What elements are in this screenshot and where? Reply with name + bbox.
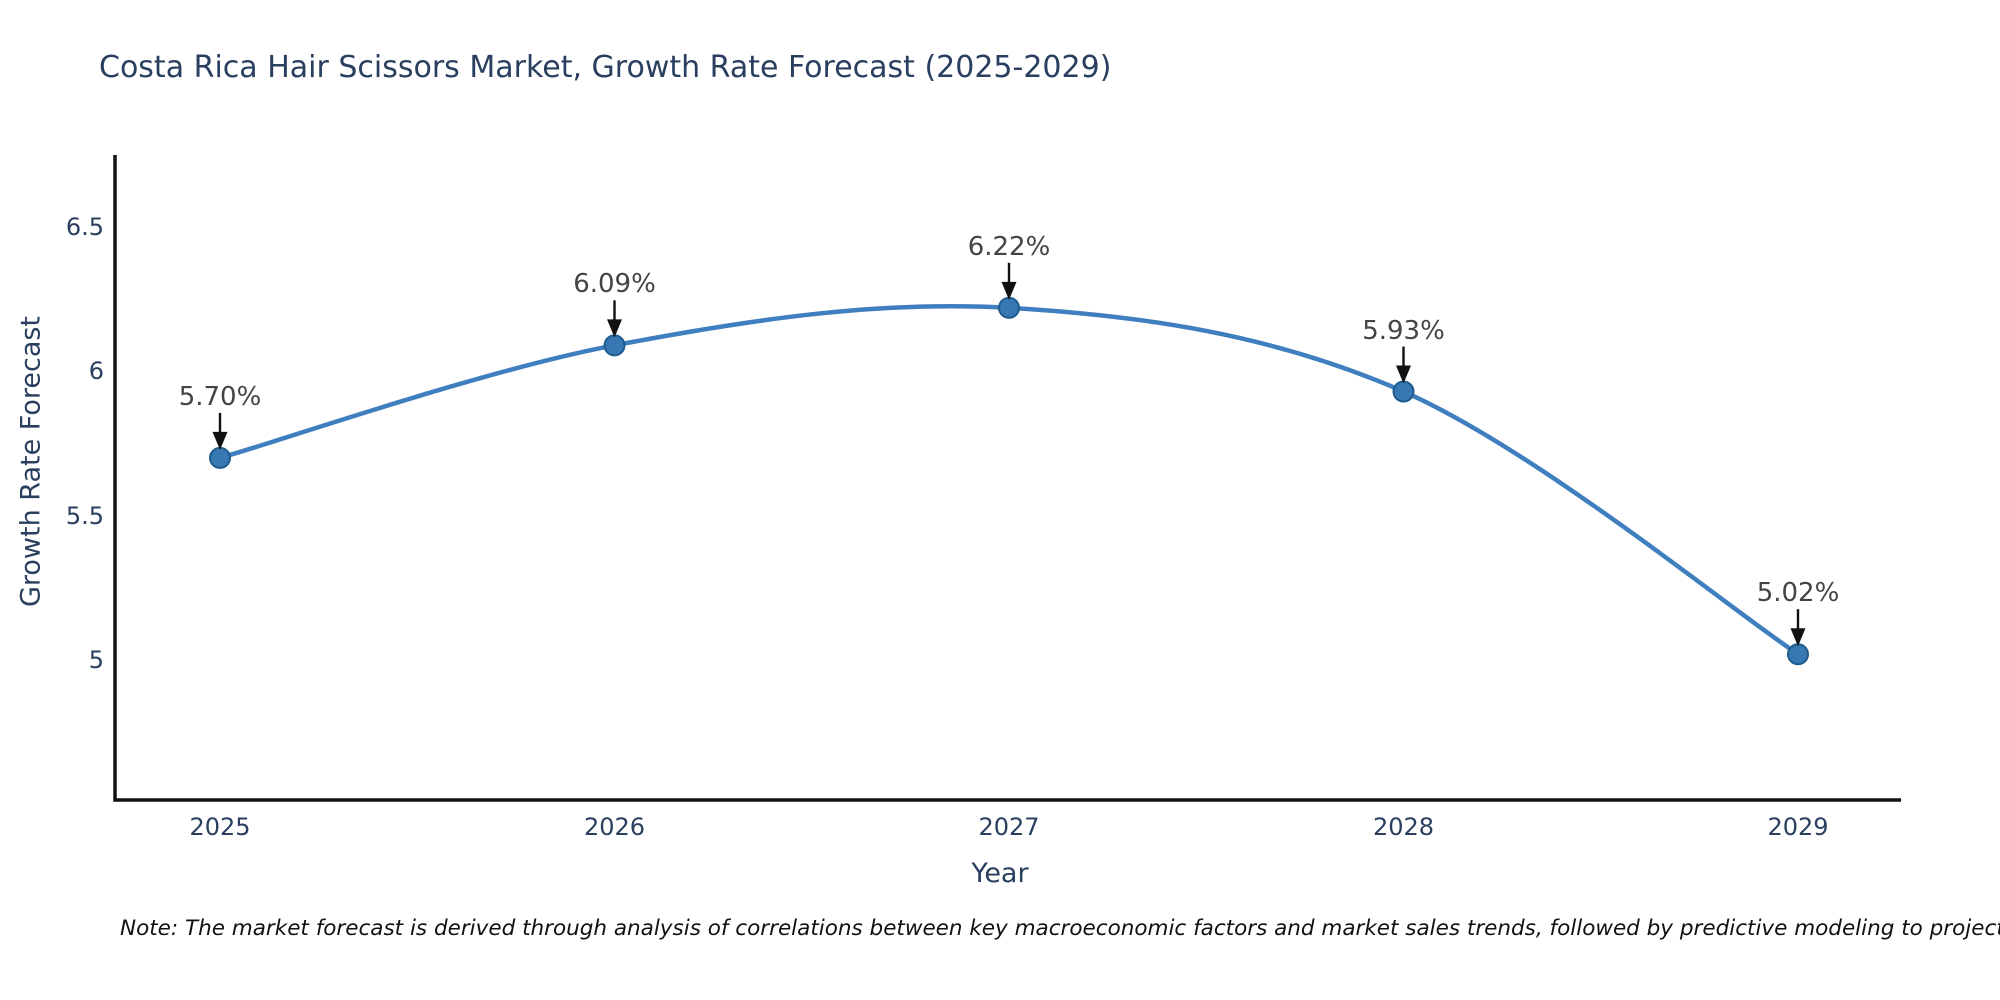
y-tick-label: 6.5: [65, 212, 104, 241]
point-value-label: 6.09%: [573, 269, 656, 300]
point-value-label: 6.22%: [967, 231, 1051, 262]
x-tick-label: 2028: [1372, 813, 1435, 841]
x-axis-title: Year: [971, 858, 1029, 889]
point-value-label: 5.02%: [1756, 578, 1840, 609]
y-tick-label: 6: [88, 357, 104, 386]
annotation-arrow-head: [1396, 365, 1411, 384]
x-tick-label: 2026: [583, 813, 646, 841]
y-axis-title: Growth Rate Forecast: [15, 315, 47, 608]
point-value-label: 5.93%: [1362, 315, 1445, 346]
footnote: Note: The market forecast is derived thr…: [120, 916, 2000, 941]
forecast-line: [217, 303, 1801, 657]
annotation-arrow-head: [212, 431, 228, 450]
y-tick-label: 5: [88, 646, 104, 674]
annotation-arrow-head: [607, 319, 622, 338]
data-point-marker: [209, 446, 231, 469]
chart-title: Costa Rica Hair Scissors Market, Growth …: [99, 50, 1112, 85]
annotation-arrow-head: [1790, 628, 1806, 647]
x-tick-label: 2029: [1767, 813, 1829, 841]
x-tick-label: 2027: [978, 813, 1040, 841]
data-point-marker: [1787, 643, 1809, 666]
data-point-marker: [603, 334, 626, 357]
annotation-arrow-head: [1001, 281, 1017, 300]
data-point-marker: [998, 296, 1020, 319]
point-value-label: 5.70%: [178, 381, 262, 412]
x-tick-label: 2025: [189, 813, 251, 841]
data-point-marker: [1392, 380, 1415, 403]
y-tick-label: 5.5: [65, 501, 104, 530]
axis-spines: [113, 155, 1901, 802]
